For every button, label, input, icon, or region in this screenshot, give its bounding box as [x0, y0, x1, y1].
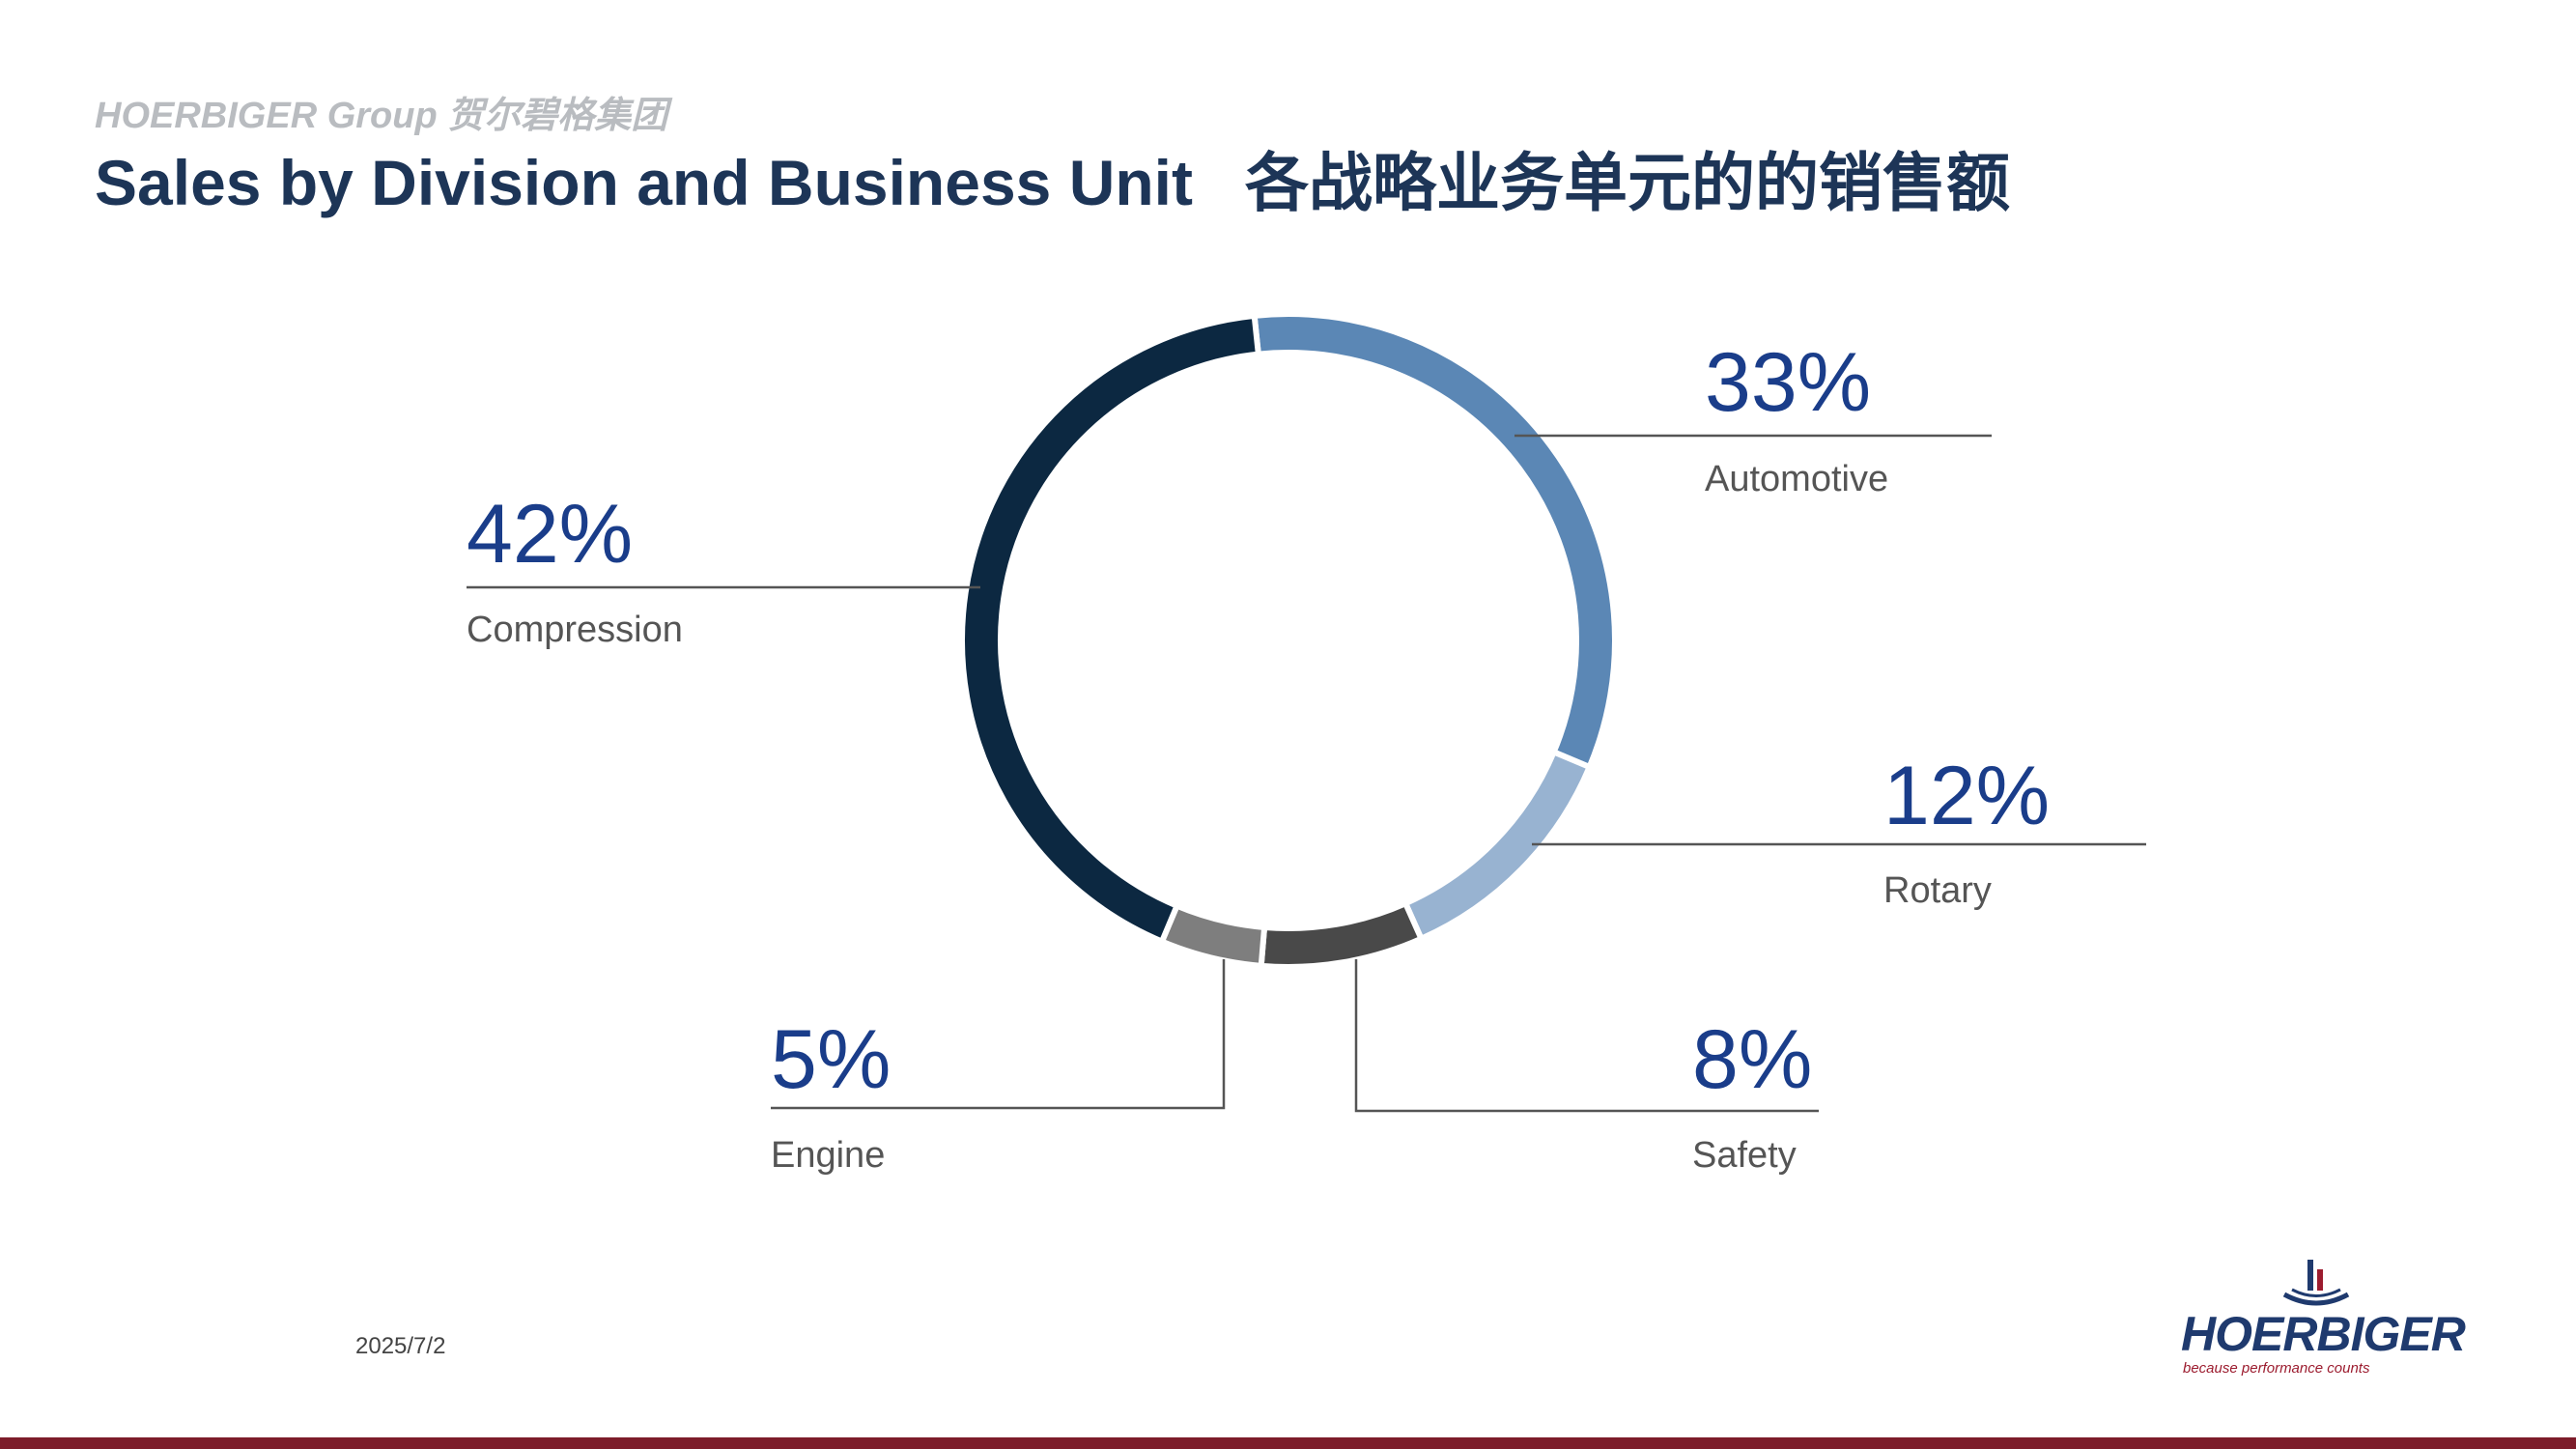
percent-label-compression: 42% [467, 488, 634, 581]
category-label-compression: Compression [467, 610, 683, 650]
category-label-engine: Engine [771, 1135, 886, 1176]
percent-label-safety: 8% [1692, 1013, 1813, 1106]
leader-line-safety [1354, 959, 1819, 1113]
category-label-automotive: Automotive [1705, 459, 1889, 499]
title-chinese: 各战略业务单元的的销售额 [1245, 147, 2010, 218]
company-logo: HOERBIGER because performance counts [2181, 1258, 2466, 1378]
donut-slice-compression [959, 312, 1262, 946]
category-label-rotary: Rotary [1883, 870, 1992, 911]
category-label-safety: Safety [1692, 1135, 1797, 1176]
donut-slice-automotive [1251, 311, 1618, 771]
percent-label-automotive: 33% [1705, 336, 1872, 429]
donut-slices [959, 311, 1618, 970]
donut-slice-engine [1158, 901, 1268, 970]
title-english: Sales by Division and Business Unit [95, 147, 1193, 218]
slide-kicker: HOERBIGER Group 贺尔碧格集团 [95, 96, 668, 136]
leader-lines [467, 434, 2146, 1113]
percent-label-engine: 5% [771, 1013, 892, 1106]
slide-date: 2025/7/2 [355, 1333, 446, 1359]
leader-line-engine [771, 959, 1226, 1110]
logo-wordmark: HOERBIGER [2181, 1307, 2466, 1361]
logo-mark-icon [2282, 1260, 2350, 1306]
logo-tagline: because performance counts [2183, 1360, 2370, 1377]
donut-slice-safety [1258, 899, 1426, 970]
bottom-accent-bar [0, 1437, 2576, 1449]
slide-title: Sales by Division and Business Unit 各战略业务… [95, 131, 2010, 224]
percent-label-rotary: 12% [1883, 750, 2051, 842]
